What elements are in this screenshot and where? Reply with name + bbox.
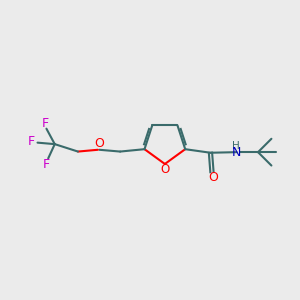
Text: F: F <box>43 158 50 171</box>
Text: F: F <box>28 135 35 148</box>
Text: O: O <box>208 171 218 184</box>
Text: O: O <box>94 137 104 150</box>
Text: O: O <box>160 163 170 176</box>
Text: N: N <box>231 146 241 159</box>
Text: F: F <box>41 117 49 130</box>
Text: H: H <box>232 141 240 151</box>
